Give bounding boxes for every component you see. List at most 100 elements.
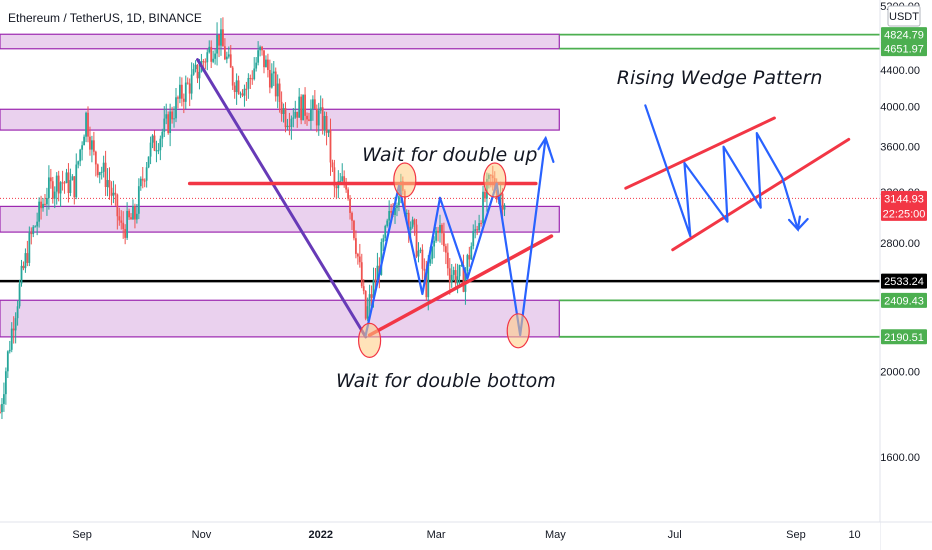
price-tag-2409.43-bg [881,292,927,308]
candle-body [112,192,115,196]
candle [446,243,449,276]
candle-body [253,68,256,80]
candle [128,208,130,220]
candle-body [466,255,469,271]
highlight-circle [483,162,507,198]
candle [192,63,195,76]
candle-body [284,108,287,128]
candle-body [286,125,289,128]
candle-body [139,178,142,187]
candle [173,106,175,128]
candle-body [77,161,80,165]
candle [77,160,80,169]
candle-body [161,131,164,139]
candle-body [118,216,121,221]
candle-body [135,213,138,220]
candle-body [102,162,105,172]
candle-body [147,156,150,168]
candle-body [10,328,13,350]
candle-body [429,259,432,264]
candle-body [57,175,60,194]
candle [482,185,484,226]
candle-body [235,80,238,93]
candle-body [345,182,348,190]
candle-body [237,80,240,94]
candle-body [351,212,353,221]
currency-button[interactable]: USDT [887,5,921,27]
candle-body [368,294,371,307]
candle [417,242,420,263]
candle-body [366,306,369,319]
candle-body [194,64,197,70]
candle [443,222,445,252]
x-tick-label: May [545,529,566,541]
candle [366,297,369,322]
candle-body [478,223,481,231]
candle [356,252,359,265]
candle [329,118,332,176]
candle-body [69,180,72,194]
candle [270,63,273,89]
candle-body [98,172,101,176]
candle [188,78,191,107]
candle-body [122,222,125,230]
candle [331,159,334,172]
candle [278,78,281,113]
candle [263,50,265,74]
plot-area[interactable] [0,0,880,522]
candle [120,210,123,230]
wedge-upper-line [624,116,776,190]
candle [196,64,199,84]
candle [347,187,349,201]
price-tag-2533.24[interactable]: 2533.24 [881,273,927,289]
price-tag-4651.97-bg [881,41,927,57]
candle-body [276,83,279,97]
candle [36,212,39,236]
candle-body [210,46,213,62]
candle [169,103,172,147]
time-axis[interactable] [0,522,880,550]
candle [247,73,250,99]
candle-body [329,129,332,163]
current-price-tag[interactable]: 3144.93 22:25:00 [881,190,927,221]
candle [302,94,305,121]
candle-body [177,97,179,99]
candle [419,247,422,254]
candle [167,111,170,135]
candle-body [435,230,437,241]
candle [108,167,111,200]
candle-body [462,265,465,292]
candle [112,180,115,204]
candle [218,34,220,58]
candle-body [153,135,156,151]
candle [135,204,138,224]
candle-body [394,207,396,215]
price-tag-4651.97[interactable]: 4651.97 [881,41,927,57]
price-tag-4824.79[interactable]: 4824.79 [881,27,927,43]
price-tag-2533.24-bg [881,273,927,289]
candle [431,246,434,264]
highlight-circle [393,162,417,198]
candle [20,259,23,287]
candle-body [89,136,91,150]
candle [16,300,19,326]
candle-body [227,54,230,57]
candle [290,115,293,140]
candle [89,126,91,156]
price-tag-2190.51[interactable]: 2190.51 [881,329,927,345]
price-tag-2409.43[interactable]: 2409.43 [881,292,927,308]
candle [92,131,95,156]
candle-body [85,112,87,137]
candle-body [441,224,443,234]
candle-body [61,182,64,184]
candle-body [225,56,228,60]
candle-body [267,59,269,71]
candle [249,74,252,89]
candle [243,84,246,107]
candle-body [265,59,267,68]
candle [353,219,355,241]
candle [212,50,215,64]
candle-body [0,411,1,413]
candle-body [26,253,29,263]
